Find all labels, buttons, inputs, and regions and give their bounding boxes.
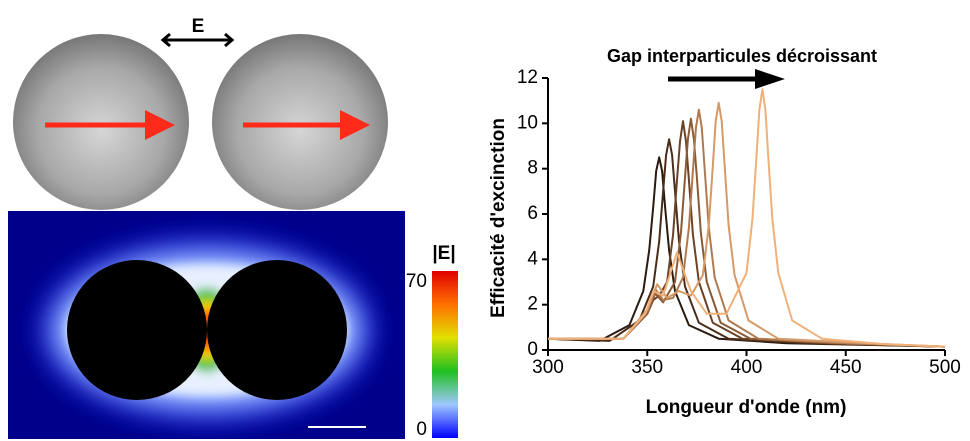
y-tick-label: 12 xyxy=(517,67,538,88)
y-axis-label: Efficacité d'excinction xyxy=(488,118,509,318)
spectrum-line xyxy=(548,88,946,348)
y-tick-label: 10 xyxy=(517,112,538,133)
x-tick-label: 450 xyxy=(830,357,862,378)
x-axis-label: Longueur d'onde (nm) xyxy=(646,397,847,418)
colorbar-title: |E| xyxy=(432,243,455,264)
x-tick-label: 500 xyxy=(929,357,961,378)
sphere xyxy=(13,34,189,210)
colorbar-max: 70 xyxy=(406,271,427,292)
y-tick-label: 8 xyxy=(527,158,538,179)
y-tick-label: 0 xyxy=(527,339,538,360)
y-tick-label: 6 xyxy=(527,203,538,224)
spectrum-line xyxy=(548,117,946,348)
spectrum-line xyxy=(547,138,946,348)
field-map xyxy=(8,211,405,439)
annotation: Gap interparticules décroissant xyxy=(607,46,877,66)
colorbar: |E| 70 0 xyxy=(406,243,458,440)
spheres-panel: E xyxy=(13,16,388,210)
x-tick-label: 300 xyxy=(532,357,564,378)
spectrum-line xyxy=(547,156,946,348)
line-chart: Gap interparticules décroissant Longueur… xyxy=(488,46,961,418)
annotation-arrowhead xyxy=(755,69,785,89)
colorbar-min: 0 xyxy=(416,419,427,440)
y-tick-label: 2 xyxy=(527,294,538,315)
sphere xyxy=(212,34,388,210)
spectrum-line xyxy=(548,101,946,348)
x-tick-label: 350 xyxy=(631,357,663,378)
x-tick-label: 400 xyxy=(731,357,763,378)
y-tick-label: 4 xyxy=(527,248,538,269)
field-label: E xyxy=(192,16,205,37)
polarization-arrow xyxy=(160,32,235,48)
